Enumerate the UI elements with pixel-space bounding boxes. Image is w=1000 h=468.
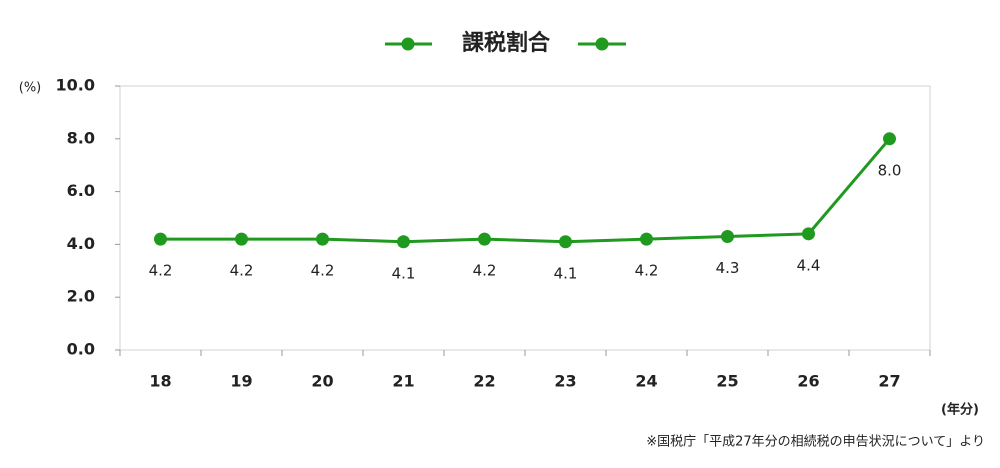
data-label: 4.3 [716,259,740,277]
data-line [160,137,891,244]
y-tick-label: 2.0 [67,287,95,306]
x-tick-label: 22 [473,372,495,391]
x-tick-label: 21 [392,372,414,391]
data-point [721,229,734,243]
data-point [802,227,815,241]
data-point [883,132,896,146]
data-point [397,235,410,249]
data-point [559,235,572,249]
legend-marker [595,37,609,51]
x-tick-label: 20 [311,372,333,391]
x-tick-label: 18 [149,372,171,391]
y-tick-label: 4.0 [67,234,95,253]
legend-label: 課税割合 [462,30,551,56]
x-tick-label: 19 [230,372,252,391]
x-tick-label: 24 [635,372,657,391]
y-tick-label: 10.0 [56,76,95,95]
y-tick-label: 0.0 [67,340,95,359]
data-label: 4.2 [230,262,254,280]
data-point [235,232,248,246]
data-label: 4.1 [392,264,416,282]
y-tick-label: 6.0 [67,181,95,200]
data-label: 4.1 [554,264,578,282]
data-label: 8.0 [878,161,902,179]
x-tick-label: 25 [716,372,738,391]
x-tick-label: 27 [878,372,900,391]
x-tick-label: 26 [797,372,819,391]
plot-frame [119,85,931,351]
x-tick-label: 23 [554,372,576,391]
data-label: 4.2 [635,262,659,280]
data-label: 4.2 [473,262,497,280]
source-note: ※国税庁「平成27年分の相続税の申告状況について」より [646,435,985,450]
x-axis-label: (年分) [941,402,979,418]
data-point [154,232,167,246]
legend-marker [401,37,415,51]
data-label: 4.2 [311,262,335,280]
y-axis-label: (%) [19,81,42,96]
data-label: 4.4 [797,256,821,274]
data-point [640,232,653,246]
y-tick-label: 8.0 [67,128,95,147]
data-point [316,232,329,246]
data-point [478,232,491,246]
data-label: 4.2 [149,262,173,280]
